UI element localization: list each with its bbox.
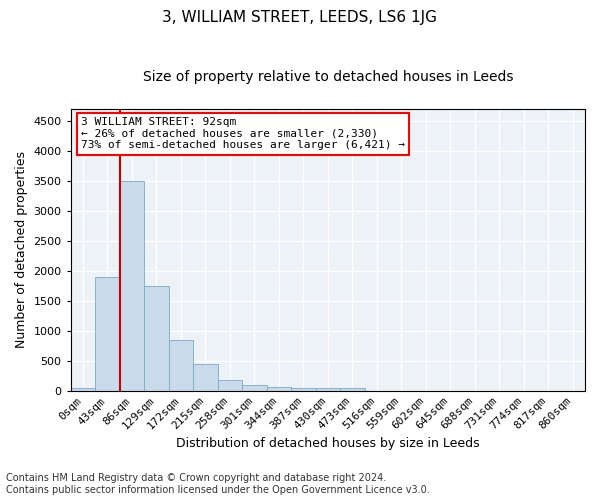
Bar xyxy=(266,387,291,391)
Bar xyxy=(71,388,95,391)
Y-axis label: Number of detached properties: Number of detached properties xyxy=(15,152,28,348)
Bar xyxy=(119,181,144,391)
Text: Contains HM Land Registry data © Crown copyright and database right 2024.
Contai: Contains HM Land Registry data © Crown c… xyxy=(6,474,430,495)
Bar xyxy=(193,364,218,391)
Bar xyxy=(169,340,193,391)
X-axis label: Distribution of detached houses by size in Leeds: Distribution of detached houses by size … xyxy=(176,437,479,450)
Bar xyxy=(291,388,316,391)
Bar xyxy=(95,277,119,391)
Bar xyxy=(144,286,169,391)
Text: 3 WILLIAM STREET: 92sqm
← 26% of detached houses are smaller (2,330)
73% of semi: 3 WILLIAM STREET: 92sqm ← 26% of detache… xyxy=(81,117,405,150)
Title: Size of property relative to detached houses in Leeds: Size of property relative to detached ho… xyxy=(143,70,513,84)
Bar xyxy=(242,385,266,391)
Bar xyxy=(218,380,242,391)
Text: 3, WILLIAM STREET, LEEDS, LS6 1JG: 3, WILLIAM STREET, LEEDS, LS6 1JG xyxy=(163,10,437,25)
Bar xyxy=(340,388,365,391)
Bar xyxy=(316,388,340,391)
